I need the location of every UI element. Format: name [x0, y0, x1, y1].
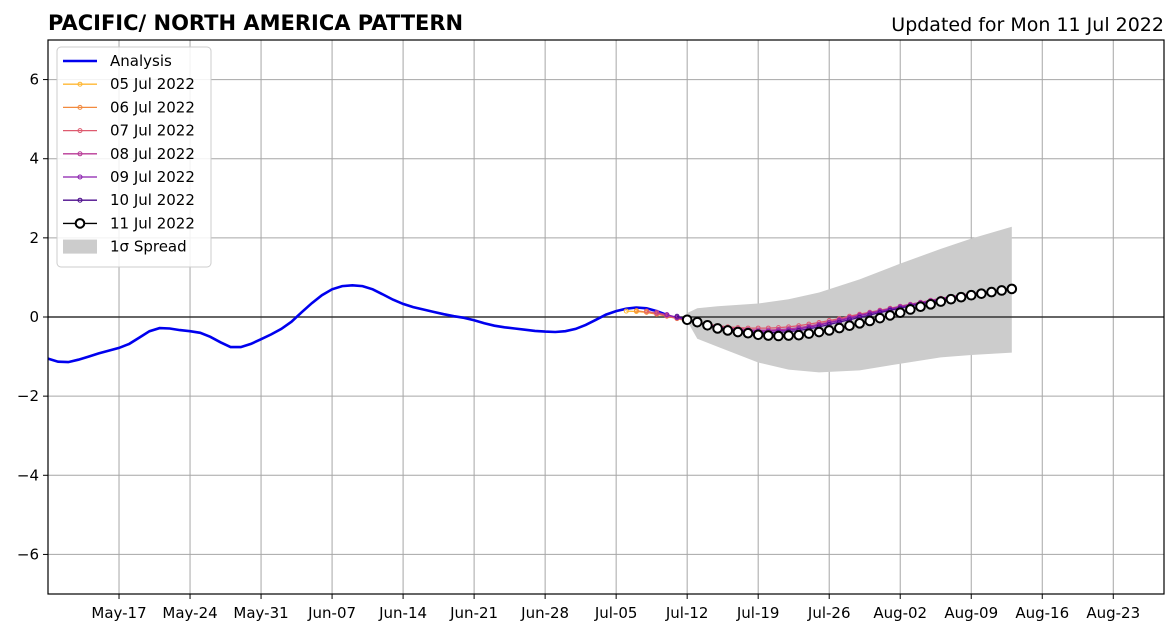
current-forecast-point	[752, 329, 764, 341]
y-tick-label: 2	[29, 229, 39, 247]
series-layer	[47, 283, 1018, 364]
current-forecast-point	[742, 327, 754, 339]
legend-marker-09-jul-2022	[77, 174, 83, 180]
x-tick-label: Jul-26	[807, 604, 851, 622]
current-forecast-point	[681, 314, 693, 326]
current-forecast-point	[823, 325, 835, 336]
y-tick-label: 0	[29, 308, 39, 326]
legend-label: 10 Jul 2022	[110, 191, 195, 209]
current-forecast-point	[986, 286, 997, 298]
forecast-point	[664, 312, 670, 318]
y-tick-label: 6	[29, 71, 39, 89]
current-forecast-point	[1006, 283, 1018, 295]
forecast-point	[644, 308, 650, 314]
current-forecast-point	[996, 285, 1007, 296]
current-forecast-point	[722, 325, 734, 336]
current-forecast-point	[905, 304, 916, 315]
x-tick-label: Aug-23	[1086, 604, 1140, 622]
current-forecast-point	[732, 326, 744, 338]
forecast-point	[674, 313, 680, 319]
x-tick-label: Aug-09	[944, 604, 998, 622]
current-forecast-point	[834, 322, 845, 334]
x-tick-label: Jul-12	[665, 604, 709, 622]
current-forecast-point	[925, 299, 936, 310]
current-forecast-point	[955, 291, 967, 303]
legend-marker-11-jul-2022	[74, 218, 86, 229]
current-forecast-point	[935, 296, 947, 307]
x-tick-label: May-24	[162, 604, 217, 622]
current-forecast-point	[783, 330, 794, 341]
legend-marker-06-jul-2022	[77, 104, 83, 110]
current-forecast-point	[712, 323, 723, 334]
y-tick-label: −2	[17, 387, 39, 405]
current-forecast-point	[915, 301, 926, 313]
current-forecast-point	[874, 312, 886, 324]
current-forecast-point	[844, 320, 855, 332]
legend-label: 1σ Spread	[110, 238, 187, 256]
forecast-point	[633, 308, 639, 314]
x-tick-label: Aug-02	[873, 604, 927, 622]
x-tick-label: May-17	[91, 604, 146, 622]
y-tick-label: −4	[17, 466, 39, 484]
current-forecast-point	[884, 310, 896, 321]
legend-label: 06 Jul 2022	[110, 98, 195, 116]
current-forecast-point	[813, 326, 825, 338]
current-forecast-point	[793, 329, 805, 341]
legend-label: 11 Jul 2022	[110, 214, 195, 232]
current-forecast-point	[894, 307, 906, 318]
legend-label: 09 Jul 2022	[110, 168, 195, 186]
x-tick-label: Jul-19	[736, 604, 780, 622]
legend-label: 07 Jul 2022	[110, 122, 195, 140]
legend-label: 05 Jul 2022	[110, 75, 195, 93]
x-tick-label: Aug-16	[1015, 604, 1069, 622]
current-forecast-point	[864, 315, 876, 327]
legend-box	[56, 46, 212, 268]
x-tick-label: Jul-05	[594, 604, 638, 622]
legend-label: Analysis	[110, 52, 172, 70]
legend-label: 08 Jul 2022	[110, 145, 195, 163]
plot-frame	[47, 39, 1165, 595]
x-tick-label: Jun-14	[378, 604, 427, 622]
y-tick-label: −6	[17, 545, 39, 563]
legend-spread-swatch	[63, 239, 97, 254]
current-forecast-point	[702, 320, 713, 331]
legend-marker-08-jul-2022	[77, 151, 83, 157]
current-forecast-point	[976, 288, 987, 299]
analysis-line	[47, 283, 668, 364]
chart-title: PACIFIC/ NORTH AMERICA PATTERN	[48, 11, 463, 35]
chart-subtitle: Updated for Mon 11 Jul 2022	[891, 14, 1164, 36]
forecast-point	[623, 308, 629, 314]
forecast-point	[654, 309, 660, 315]
legend-marker-10-jul-2022	[77, 197, 83, 203]
current-forecast-point	[692, 316, 703, 328]
axes-layer: May-17 May-24 May-31 Jun-07 Jun-14 Jun-21 Jun-…	[17, 39, 1165, 622]
legend-marker-07-jul-2022	[77, 128, 83, 134]
legend: Analysis 05 Jul 2022 06 Jul 2022 07 Jul 202…	[56, 46, 212, 268]
x-tick-label: Jun-21	[449, 604, 498, 622]
current-forecast-point	[945, 293, 957, 305]
current-forecast-point	[773, 330, 784, 342]
x-tick-label: May-31	[233, 604, 288, 622]
legend-marker-05-jul-2022	[77, 81, 83, 87]
current-forecast-point	[763, 330, 774, 341]
current-forecast-point	[854, 318, 865, 329]
x-tick-label: Jun-28	[520, 604, 569, 622]
current-forecast-point	[965, 289, 977, 301]
y-tick-label: 4	[29, 150, 39, 168]
x-tick-label: Jun-07	[307, 604, 356, 622]
current-forecast-point	[803, 328, 815, 339]
